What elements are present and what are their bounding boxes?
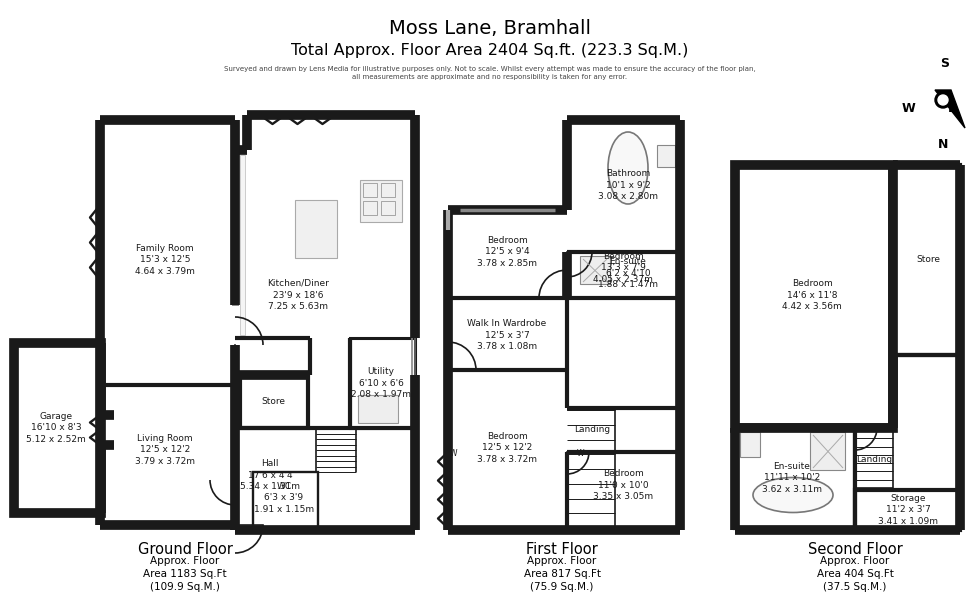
Text: Bathroom
10'1 x 9'2
3.08 x 2.80m: Bathroom 10'1 x 9'2 3.08 x 2.80m <box>598 169 658 201</box>
Bar <box>358 395 398 423</box>
Text: Bedroom
14'6 x 11'8
4.42 x 3.56m: Bedroom 14'6 x 11'8 4.42 x 3.56m <box>782 278 842 311</box>
Polygon shape <box>935 90 965 128</box>
Text: Landing: Landing <box>574 425 611 434</box>
Bar <box>381 201 395 215</box>
Text: Surveyed and drawn by Lens Media for illustrative purposes only. Not to scale. W: Surveyed and drawn by Lens Media for ill… <box>224 65 756 80</box>
Text: Store: Store <box>261 397 285 406</box>
Text: Bedroom
12'5 x 12'2
3.78 x 3.72m: Bedroom 12'5 x 12'2 3.78 x 3.72m <box>477 432 537 464</box>
Bar <box>740 432 760 457</box>
Text: Living Room
12'5 x 12'2
3.79 x 3.72m: Living Room 12'5 x 12'2 3.79 x 3.72m <box>135 434 195 466</box>
Text: First Floor: First Floor <box>526 542 598 556</box>
Ellipse shape <box>608 132 648 204</box>
Text: S: S <box>941 57 950 70</box>
Text: Moss Lane, Bramhall: Moss Lane, Bramhall <box>389 19 591 37</box>
Text: W: W <box>577 449 584 457</box>
Text: Ground Floor: Ground Floor <box>137 542 232 556</box>
Circle shape <box>935 92 951 108</box>
Bar <box>657 145 675 167</box>
Text: Approx. Floor
Area 404 Sq.Ft
(37.5 Sq.M.): Approx. Floor Area 404 Sq.Ft (37.5 Sq.M.… <box>816 556 894 592</box>
Text: Hall
17'6 x 4'4
5.34 x 1.31m: Hall 17'6 x 4'4 5.34 x 1.31m <box>240 458 300 491</box>
Text: Walk In Wardrobe
12'5 x 3'7
3.78 x 1.08m: Walk In Wardrobe 12'5 x 3'7 3.78 x 1.08m <box>467 319 547 352</box>
Text: Bedroom
12'5 x 9'4
3.78 x 2.85m: Bedroom 12'5 x 9'4 3.78 x 2.85m <box>477 236 537 268</box>
Bar <box>240 375 308 428</box>
Text: W: W <box>450 449 458 457</box>
Bar <box>893 165 960 355</box>
Text: N: N <box>938 138 949 151</box>
Text: En-suite
11'11 x 10'2
3.62 x 3.11m: En-suite 11'11 x 10'2 3.62 x 3.11m <box>762 461 822 494</box>
Bar <box>855 490 960 530</box>
Text: WC
6'3 x 3'9
1.91 x 1.15m: WC 6'3 x 3'9 1.91 x 1.15m <box>254 482 314 514</box>
Text: E: E <box>948 101 956 115</box>
Text: Family Room
15'3 x 12'5
4.64 x 3.79m: Family Room 15'3 x 12'5 4.64 x 3.79m <box>135 243 195 276</box>
Text: Landing: Landing <box>856 455 892 464</box>
Text: W: W <box>902 101 915 115</box>
Text: Bedroom
13'3 x 7'9
4.05 x 2.37m: Bedroom 13'3 x 7'9 4.05 x 2.37m <box>593 252 653 284</box>
Bar <box>735 428 855 528</box>
Text: Store: Store <box>916 255 940 265</box>
Bar <box>295 200 337 258</box>
Text: Kitchen/Diner
23'9 x 18'6
7.25 x 5.63m: Kitchen/Diner 23'9 x 18'6 7.25 x 5.63m <box>268 278 329 311</box>
Bar <box>14 343 101 513</box>
Bar <box>580 256 610 284</box>
Text: Bedroom
11'0 x 10'0
3.35 x 3.05m: Bedroom 11'0 x 10'0 3.35 x 3.05m <box>593 469 653 501</box>
Text: En-suite
6'2 x 4'10
1.88 x 1.47m: En-suite 6'2 x 4'10 1.88 x 1.47m <box>598 257 658 289</box>
Text: Storage
11'2 x 3'7
3.41 x 1.09m: Storage 11'2 x 3'7 3.41 x 1.09m <box>878 493 938 526</box>
Bar <box>240 155 245 335</box>
Text: Approx. Floor
Area 1183 Sq.Ft
(109.9 Sq.M.): Approx. Floor Area 1183 Sq.Ft (109.9 Sq.… <box>143 556 226 592</box>
Bar <box>350 338 415 428</box>
Text: Second Floor: Second Floor <box>808 542 903 556</box>
Bar <box>855 428 893 490</box>
Bar <box>253 472 318 530</box>
Bar <box>381 183 395 197</box>
Ellipse shape <box>753 478 833 513</box>
Text: Garage
16'10 x 8'3
5.12 x 2.52m: Garage 16'10 x 8'3 5.12 x 2.52m <box>26 412 86 445</box>
Bar <box>735 165 893 428</box>
Text: Approx. Floor
Area 817 Sq.Ft
(75.9 Sq.M.): Approx. Floor Area 817 Sq.Ft (75.9 Sq.M.… <box>523 556 601 592</box>
Bar <box>810 432 845 470</box>
Bar <box>363 183 377 197</box>
Text: Total Approx. Floor Area 2404 Sq.ft. (223.3 Sq.M.): Total Approx. Floor Area 2404 Sq.ft. (22… <box>291 42 689 57</box>
Circle shape <box>938 95 948 105</box>
Bar <box>363 201 377 215</box>
Text: Utility
6'10 x 6'6
2.08 x 1.97m: Utility 6'10 x 6'6 2.08 x 1.97m <box>351 367 411 399</box>
Bar <box>360 180 402 222</box>
